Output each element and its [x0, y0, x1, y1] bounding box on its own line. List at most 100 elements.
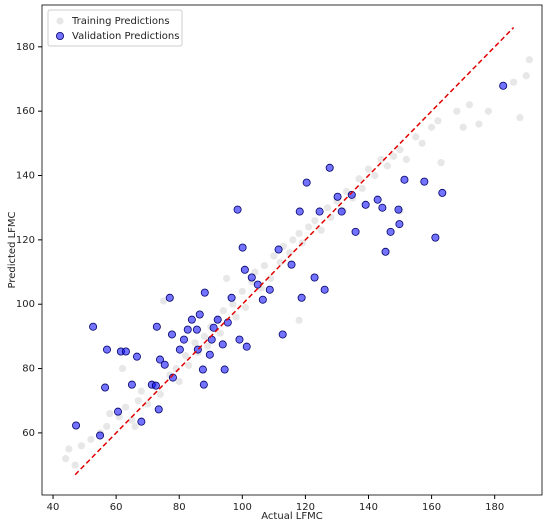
training-point: [311, 216, 319, 225]
training-point: [323, 204, 332, 212]
training-point: [137, 387, 145, 395]
x-tick-label: 60: [110, 502, 123, 513]
validation-point: [378, 203, 387, 212]
training-point: [402, 155, 410, 164]
training-point: [510, 78, 518, 86]
validation-point: [127, 380, 136, 389]
validation-point: [400, 175, 409, 184]
y-tick-label: 180: [16, 42, 35, 53]
validation-point: [310, 273, 319, 282]
validation-point: [183, 325, 192, 334]
training-point: [121, 403, 130, 411]
training-point: [475, 120, 483, 128]
validation-point: [438, 188, 447, 197]
validation-point: [101, 383, 110, 392]
validation-point: [287, 260, 296, 269]
validation-point: [167, 330, 176, 339]
validation-point: [179, 335, 188, 344]
training-point: [241, 303, 250, 312]
x-tick-label: 40: [47, 502, 60, 513]
training-point: [216, 329, 224, 337]
validation-point: [205, 350, 214, 359]
validation-point: [386, 227, 395, 236]
validation-point: [295, 207, 304, 216]
validation-point: [102, 345, 111, 354]
training-point: [62, 455, 70, 463]
training-point: [427, 123, 436, 131]
validation-point: [499, 81, 508, 90]
validation-point: [265, 285, 274, 294]
training-point: [459, 123, 467, 131]
x-tick-label: 160: [422, 502, 441, 513]
validation-point: [89, 322, 98, 331]
validation-point: [320, 285, 329, 294]
validation-point: [420, 177, 429, 186]
validation-point: [96, 431, 105, 440]
validation-point: [240, 265, 249, 274]
validation-point: [337, 207, 346, 216]
training-point: [295, 316, 303, 324]
validation-point: [199, 380, 208, 389]
validation-point: [238, 243, 247, 252]
validation-point: [209, 323, 218, 332]
training-point: [71, 461, 79, 469]
plot-frame: [41, 4, 543, 496]
validation-point: [137, 417, 146, 426]
validation-point: [247, 273, 256, 282]
y-tick-label: 100: [16, 299, 35, 310]
training-point: [200, 332, 209, 340]
x-axis-label: Actual LFMC: [261, 511, 322, 522]
validation-point: [253, 280, 262, 289]
training-point: [65, 445, 73, 453]
training-point: [159, 297, 168, 305]
training-point: [144, 400, 152, 408]
training-point: [304, 223, 313, 231]
training-point: [371, 171, 379, 180]
validation-point: [152, 322, 161, 331]
training-point: [276, 258, 284, 266]
validation-point: [132, 352, 141, 361]
training-point: [434, 117, 442, 125]
x-tick-label: 180: [485, 502, 504, 513]
x-tick-label: 100: [233, 502, 252, 513]
training-point: [516, 114, 524, 122]
y-axis-label: Predicted LFMC: [7, 211, 18, 288]
validation-point: [154, 405, 163, 414]
y-tick-label: 80: [22, 364, 35, 375]
reference-line: [74, 26, 515, 476]
training-point: [295, 229, 303, 238]
validation-point: [175, 345, 184, 354]
training-point: [222, 274, 231, 283]
training-point: [484, 107, 492, 115]
validation-point: [347, 190, 356, 199]
training-point: [128, 416, 136, 424]
training-point: [418, 139, 426, 147]
legend-label: Training Predictions: [71, 16, 170, 27]
validation-point: [227, 293, 236, 302]
training-point: [260, 262, 268, 270]
training-point: [185, 361, 193, 369]
training-point: [453, 107, 461, 115]
validation-point: [151, 381, 160, 390]
legend-box: [47, 9, 183, 47]
x-tick-label: 120: [296, 502, 315, 513]
y-tick-label: 160: [16, 106, 35, 117]
training-point: [377, 155, 385, 164]
training-point: [270, 252, 278, 260]
y-tick-label: 120: [16, 235, 35, 246]
training-point: [437, 159, 445, 167]
validation-point: [200, 288, 209, 297]
training-point: [465, 101, 474, 109]
training-point: [383, 162, 392, 170]
training-point: [175, 377, 183, 386]
training-point: [181, 352, 190, 360]
validation-point: [395, 220, 404, 229]
training-point: [156, 390, 164, 398]
training-point: [358, 184, 366, 192]
training-point: [118, 364, 127, 373]
training-point: [232, 313, 240, 321]
validation-point: [187, 315, 196, 324]
training-point: [390, 152, 398, 160]
validation-point: [160, 360, 169, 369]
training-point: [267, 274, 275, 283]
